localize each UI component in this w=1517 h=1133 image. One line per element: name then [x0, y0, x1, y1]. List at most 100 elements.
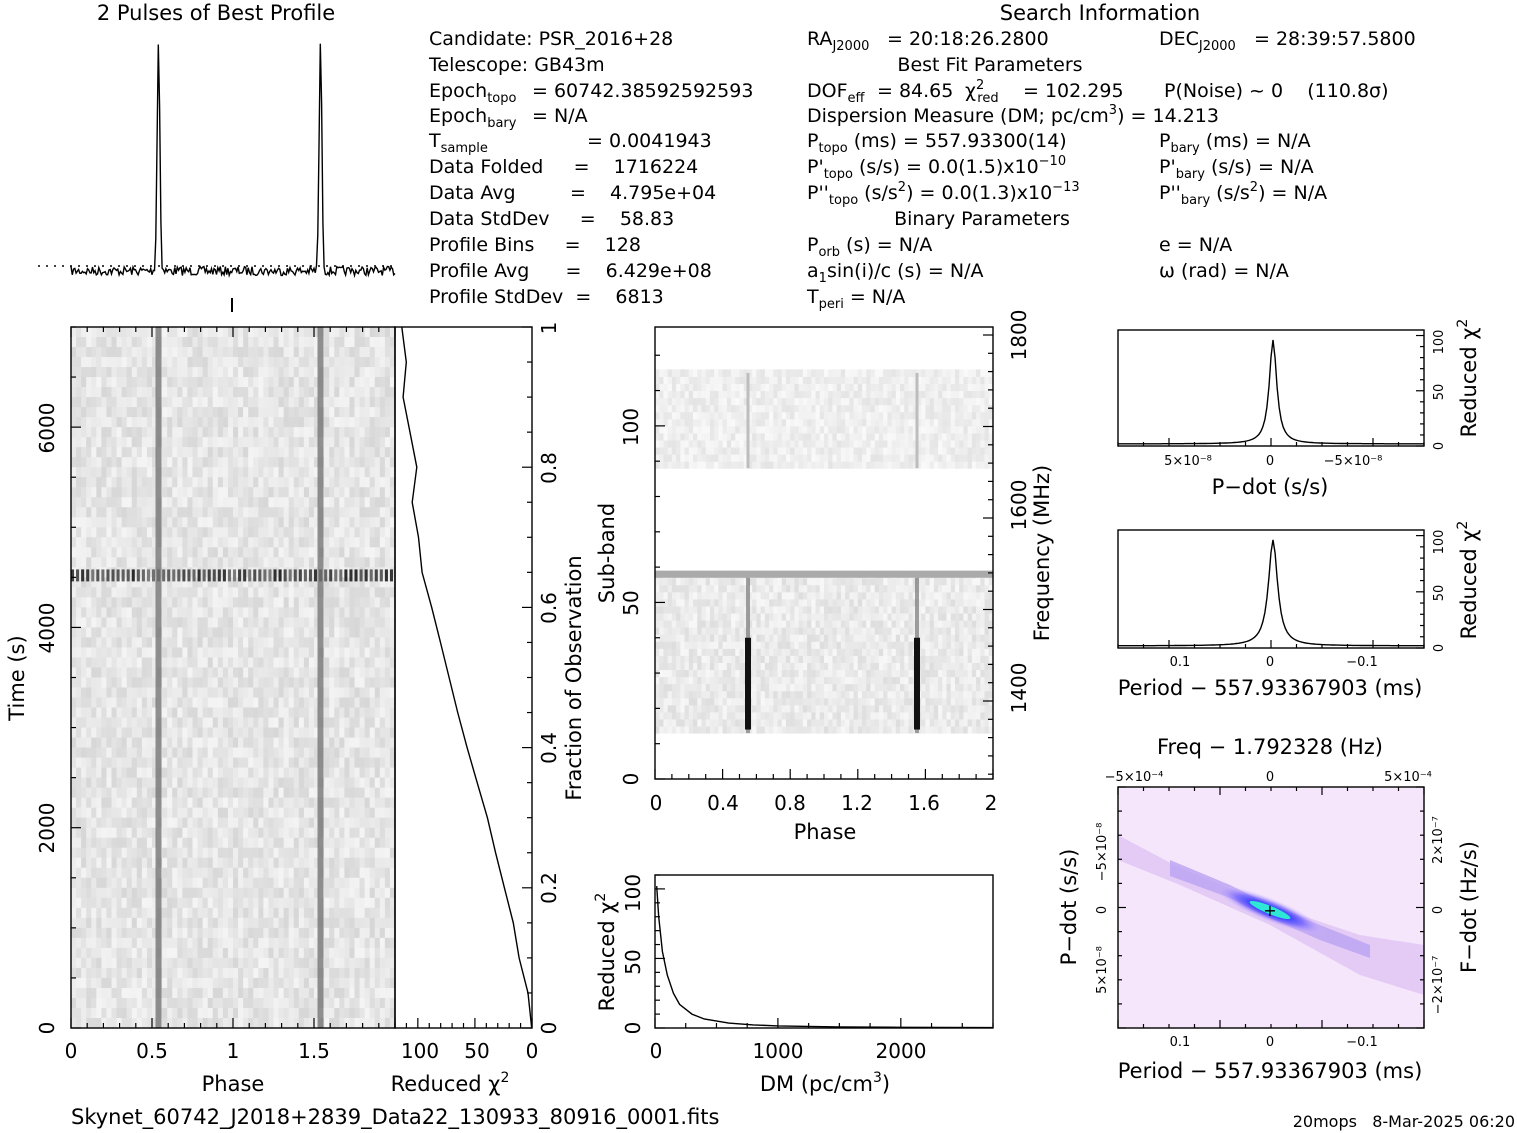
- tp-cell: [217, 837, 224, 849]
- tp-cell: [303, 387, 310, 398]
- tp-cell: [111, 347, 118, 358]
- tp-cell: [136, 957, 143, 969]
- tp-cell: [364, 357, 371, 368]
- tp-cell: [258, 497, 264, 508]
- sb-cell: [794, 440, 800, 448]
- tp-cell: [212, 967, 219, 979]
- tp-cell: [273, 577, 280, 588]
- tp-cell: [268, 467, 275, 478]
- tp-cell: [364, 427, 371, 438]
- tp-cell: [136, 727, 143, 739]
- tp-cell: [344, 347, 351, 358]
- tp-bright-band-cell: [283, 569, 287, 582]
- tp-cell: [379, 327, 386, 338]
- tp-cell: [202, 987, 209, 999]
- tp-cell: [182, 457, 189, 468]
- tp-cell: [152, 957, 158, 969]
- tp-cell: [91, 357, 97, 368]
- tp-cell: [126, 587, 133, 598]
- tp-cell: [141, 587, 148, 598]
- tp-cell: [141, 337, 148, 348]
- tp-cell: [253, 777, 259, 789]
- tp-cell: [359, 537, 366, 548]
- tp-cell: [248, 337, 254, 348]
- tp-cell: [172, 537, 178, 548]
- tp-cell: [374, 577, 381, 588]
- sb-cell: [959, 454, 964, 462]
- tp-cell: [278, 997, 285, 1009]
- tp-cell: [167, 747, 173, 759]
- tp-cell: [258, 937, 264, 949]
- tp-cell: [369, 667, 376, 679]
- tp-cell: [248, 607, 254, 619]
- tp-cell: [233, 887, 239, 899]
- tp-cell: [141, 847, 148, 859]
- tp-cell: [187, 607, 194, 619]
- sb-cell: [781, 447, 787, 455]
- sb-cell: [798, 447, 804, 455]
- tp-cell: [187, 437, 194, 448]
- tp-cell: [339, 877, 345, 889]
- tp-cell: [106, 547, 113, 558]
- tp-cell: [374, 887, 381, 899]
- sb-cell: [764, 440, 770, 448]
- tp-cell: [334, 847, 340, 859]
- tp-cell: [364, 1007, 371, 1019]
- tp-cell: [222, 467, 229, 478]
- tp-cell: [283, 657, 290, 669]
- tp-cell: [172, 987, 178, 999]
- tp-cell: [101, 527, 108, 538]
- tp-cell: [293, 617, 300, 629]
- tp-cell: [283, 897, 290, 909]
- tp-cell: [192, 467, 199, 478]
- tp-cell: [369, 957, 376, 969]
- tp-cell: [146, 407, 153, 418]
- tp-cell: [121, 807, 128, 819]
- tp-bright-band-cell: [86, 569, 90, 582]
- sb-cell: [659, 447, 664, 455]
- tp-cell: [167, 947, 173, 959]
- tp-cell: [329, 627, 335, 639]
- tp-cell: [162, 747, 168, 759]
- tp-cell: [233, 677, 239, 689]
- tp-cell: [303, 797, 310, 809]
- tp-cell: [288, 357, 295, 368]
- tp-cell: [76, 987, 82, 999]
- tp-cell: [324, 977, 330, 989]
- tp-cell: [101, 747, 108, 759]
- tp-cell: [293, 607, 300, 619]
- tp-cell: [349, 617, 356, 629]
- tp-cell: [111, 757, 118, 769]
- tp-cell: [303, 987, 310, 999]
- tp-cell: [293, 597, 300, 608]
- tp-cell: [344, 617, 351, 629]
- tp-cell: [253, 457, 259, 468]
- tp-cell: [288, 1007, 295, 1019]
- tp-cell: [131, 387, 138, 398]
- tp-cell: [81, 917, 87, 929]
- tp-cell: [238, 877, 244, 889]
- tp-cell: [152, 637, 158, 649]
- tp-cell: [258, 717, 264, 729]
- tp-cell: [334, 697, 340, 709]
- tp-cell: [86, 507, 92, 518]
- tp-cell: [86, 927, 92, 939]
- tp-cell: [197, 907, 204, 919]
- tp-cell: [273, 957, 280, 969]
- tp-cell: [283, 377, 290, 388]
- sb-cell: [980, 447, 986, 455]
- tp-cell: [86, 517, 92, 528]
- tp-cell: [329, 737, 335, 749]
- tp-cell: [177, 897, 183, 909]
- tp-cell: [182, 807, 189, 819]
- tp-cell: [303, 647, 310, 659]
- tp-cell: [329, 947, 335, 959]
- tp-cell: [369, 387, 376, 398]
- tp-cell: [131, 397, 138, 408]
- info-column-1: Candidate: PSR_2016+28 Telescope: GB43m …: [428, 28, 753, 308]
- tp-cell: [248, 897, 254, 909]
- sb-cell: [883, 454, 888, 462]
- tp-bright-band-cell: [222, 569, 226, 582]
- tp-cell: [384, 917, 391, 929]
- tp-cell: [238, 507, 244, 518]
